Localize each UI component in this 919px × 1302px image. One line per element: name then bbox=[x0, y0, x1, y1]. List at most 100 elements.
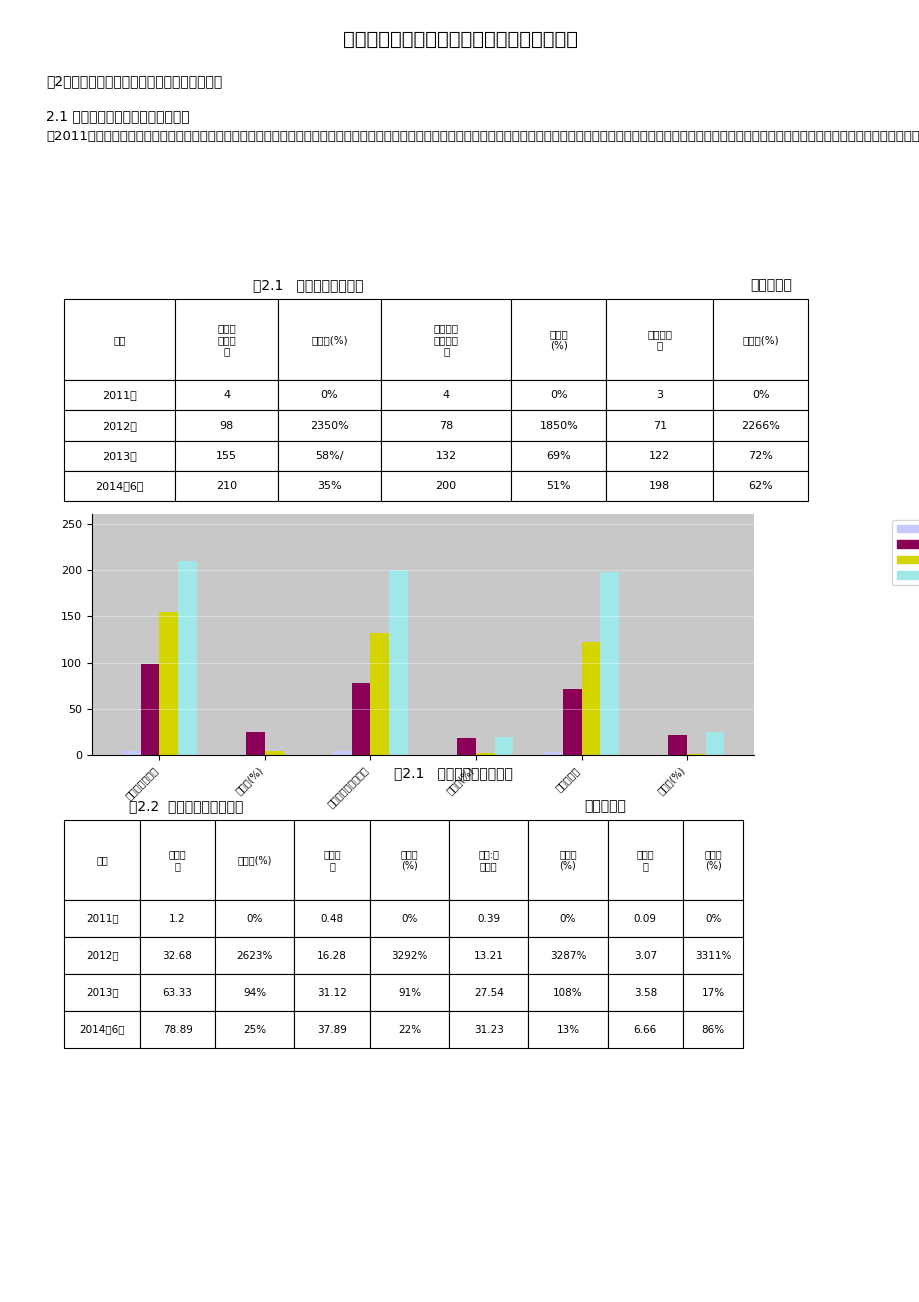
FancyBboxPatch shape bbox=[64, 820, 140, 900]
Text: 27.54: 27.54 bbox=[473, 988, 503, 997]
Bar bbox=[333, 751, 351, 755]
Bar bbox=[494, 737, 513, 755]
Text: 0%: 0% bbox=[401, 914, 417, 923]
FancyBboxPatch shape bbox=[215, 1012, 294, 1048]
Text: 年份: 年份 bbox=[113, 335, 126, 345]
Bar bbox=[177, 561, 197, 755]
Text: 155: 155 bbox=[216, 450, 237, 461]
FancyBboxPatch shape bbox=[712, 410, 807, 440]
FancyBboxPatch shape bbox=[140, 974, 215, 1012]
FancyBboxPatch shape bbox=[528, 974, 607, 1012]
Text: 69%: 69% bbox=[546, 450, 571, 461]
Text: 22%: 22% bbox=[398, 1025, 421, 1035]
Text: 63.33: 63.33 bbox=[163, 988, 192, 997]
Text: 0%: 0% bbox=[704, 914, 720, 923]
Text: 第2章交行吉林省分行汽车经销商融资业务现状: 第2章交行吉林省分行汽车经销商融资业务现状 bbox=[46, 74, 222, 89]
Text: 1.2: 1.2 bbox=[169, 914, 186, 923]
Text: 4: 4 bbox=[222, 391, 230, 400]
Text: 有余额客
户: 有余额客 户 bbox=[647, 329, 672, 350]
Text: 31.12: 31.12 bbox=[317, 988, 346, 997]
FancyBboxPatch shape bbox=[448, 900, 528, 937]
Text: 78.89: 78.89 bbox=[163, 1025, 192, 1035]
FancyBboxPatch shape bbox=[369, 974, 448, 1012]
FancyBboxPatch shape bbox=[64, 299, 175, 380]
FancyBboxPatch shape bbox=[606, 440, 712, 471]
FancyBboxPatch shape bbox=[175, 410, 278, 440]
FancyBboxPatch shape bbox=[278, 471, 380, 501]
FancyBboxPatch shape bbox=[278, 380, 380, 410]
FancyBboxPatch shape bbox=[528, 900, 607, 937]
FancyBboxPatch shape bbox=[511, 299, 606, 380]
Bar bbox=[705, 732, 723, 755]
Text: 2012年: 2012年 bbox=[102, 421, 137, 431]
Text: 0%: 0% bbox=[550, 391, 567, 400]
Bar bbox=[159, 612, 177, 755]
Text: 0.09: 0.09 bbox=[633, 914, 656, 923]
FancyBboxPatch shape bbox=[682, 1012, 743, 1048]
Bar bbox=[246, 732, 265, 755]
Text: 122: 122 bbox=[649, 450, 670, 461]
FancyBboxPatch shape bbox=[606, 299, 712, 380]
Text: 71: 71 bbox=[652, 421, 666, 431]
Text: 单位：户数: 单位：户数 bbox=[749, 279, 791, 292]
FancyBboxPatch shape bbox=[64, 900, 140, 937]
FancyBboxPatch shape bbox=[369, 937, 448, 974]
Text: 授信余
额: 授信余 额 bbox=[323, 849, 341, 871]
Bar bbox=[351, 682, 370, 755]
FancyBboxPatch shape bbox=[380, 471, 511, 501]
FancyBboxPatch shape bbox=[380, 440, 511, 471]
Text: 86%: 86% bbox=[701, 1025, 724, 1035]
FancyBboxPatch shape bbox=[215, 820, 294, 900]
FancyBboxPatch shape bbox=[64, 937, 140, 974]
Text: 单位：亿元: 单位：亿元 bbox=[584, 799, 626, 812]
Text: 3.58: 3.58 bbox=[633, 988, 656, 997]
FancyBboxPatch shape bbox=[140, 937, 215, 974]
Text: 6.66: 6.66 bbox=[633, 1025, 656, 1035]
Text: 交行吉林省分行汽车经销商融资业务模式优化: 交行吉林省分行汽车经销商融资业务模式优化 bbox=[342, 30, 577, 48]
Text: 2013年: 2013年 bbox=[102, 450, 137, 461]
Text: 增长率
(%): 增长率 (%) bbox=[401, 849, 418, 871]
FancyBboxPatch shape bbox=[64, 974, 140, 1012]
FancyBboxPatch shape bbox=[511, 471, 606, 501]
Text: 2.1 汽车经销商融资业务的发展现状: 2.1 汽车经销商融资业务的发展现状 bbox=[46, 109, 189, 122]
Text: 58%/: 58%/ bbox=[315, 450, 344, 461]
Text: 200: 200 bbox=[435, 482, 456, 491]
FancyBboxPatch shape bbox=[511, 380, 606, 410]
Text: 91%: 91% bbox=[398, 988, 421, 997]
Text: 0%: 0% bbox=[751, 391, 768, 400]
Text: 年份: 年份 bbox=[96, 855, 108, 865]
Text: 31.23: 31.23 bbox=[473, 1025, 503, 1035]
FancyBboxPatch shape bbox=[682, 900, 743, 937]
Text: 35%: 35% bbox=[317, 482, 341, 491]
FancyBboxPatch shape bbox=[175, 380, 278, 410]
Bar bbox=[599, 572, 618, 755]
Bar bbox=[562, 689, 581, 755]
Text: 3: 3 bbox=[655, 391, 663, 400]
FancyBboxPatch shape bbox=[64, 440, 175, 471]
Bar bbox=[389, 570, 407, 755]
Bar bbox=[581, 642, 599, 755]
FancyBboxPatch shape bbox=[278, 410, 380, 440]
Text: 98: 98 bbox=[220, 421, 233, 431]
Text: 17%: 17% bbox=[701, 988, 724, 997]
Text: 94%: 94% bbox=[243, 988, 267, 997]
Text: 已完成授
信审批客
户: 已完成授 信审批客 户 bbox=[433, 323, 459, 357]
FancyBboxPatch shape bbox=[294, 974, 369, 1012]
Text: 0%: 0% bbox=[246, 914, 263, 923]
Text: 51%: 51% bbox=[546, 482, 571, 491]
FancyBboxPatch shape bbox=[712, 299, 807, 380]
FancyBboxPatch shape bbox=[448, 974, 528, 1012]
Text: 3287%: 3287% bbox=[550, 950, 585, 961]
FancyBboxPatch shape bbox=[528, 820, 607, 900]
Text: 13%: 13% bbox=[556, 1025, 579, 1035]
Text: 表2.2  经销商融资授信情况: 表2.2 经销商融资授信情况 bbox=[129, 799, 243, 812]
FancyBboxPatch shape bbox=[528, 937, 607, 974]
Text: 2011年: 2011年 bbox=[85, 914, 119, 923]
FancyBboxPatch shape bbox=[448, 820, 528, 900]
Text: 0%: 0% bbox=[559, 914, 575, 923]
Bar bbox=[265, 750, 283, 755]
Text: 2350%: 2350% bbox=[310, 421, 348, 431]
FancyBboxPatch shape bbox=[64, 410, 175, 440]
Text: 0.39: 0.39 bbox=[477, 914, 500, 923]
Text: 其中:银
承会额: 其中:银 承会额 bbox=[478, 849, 499, 871]
